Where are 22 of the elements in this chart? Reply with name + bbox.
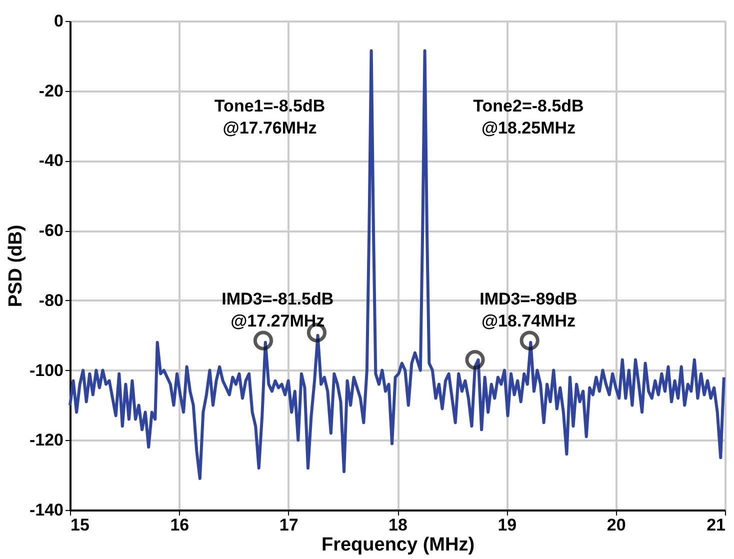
y-tick-label: -140	[29, 500, 64, 520]
y-tick-label: -20	[38, 81, 64, 100]
x-tick-label: 21	[706, 516, 726, 534]
annotation: IMD3=-89dB @18.74MHz	[480, 290, 578, 331]
y-tick-label: -40	[38, 151, 64, 170]
annotation: Tone1=-8.5dB @17.76MHz	[214, 96, 326, 138]
x-tick-label: 15	[70, 516, 90, 534]
x-tick-label: 20	[606, 516, 626, 534]
x-tick-label: 17	[279, 516, 298, 534]
x-tick-label: 19	[498, 516, 517, 534]
x-axis-title: Frequency (MHz)	[321, 534, 475, 556]
y-tick-label: -80	[38, 290, 64, 310]
y-tick-label: -60	[38, 221, 64, 240]
line-series	[68, 49, 726, 480]
x-tick-label: 18	[388, 516, 408, 534]
annotation: Tone2=-8.5dB @18.25MHz	[473, 96, 584, 138]
annotation: IMD3=-81.5dB @17.27MHz	[222, 290, 334, 331]
y-tick-label: -120	[29, 430, 64, 450]
x-tick-label: 16	[170, 516, 190, 534]
y-tick-label: -100	[29, 360, 64, 380]
y-tick-label: 0	[54, 12, 64, 30]
y-axis-title: PSD (dB)	[5, 224, 26, 308]
